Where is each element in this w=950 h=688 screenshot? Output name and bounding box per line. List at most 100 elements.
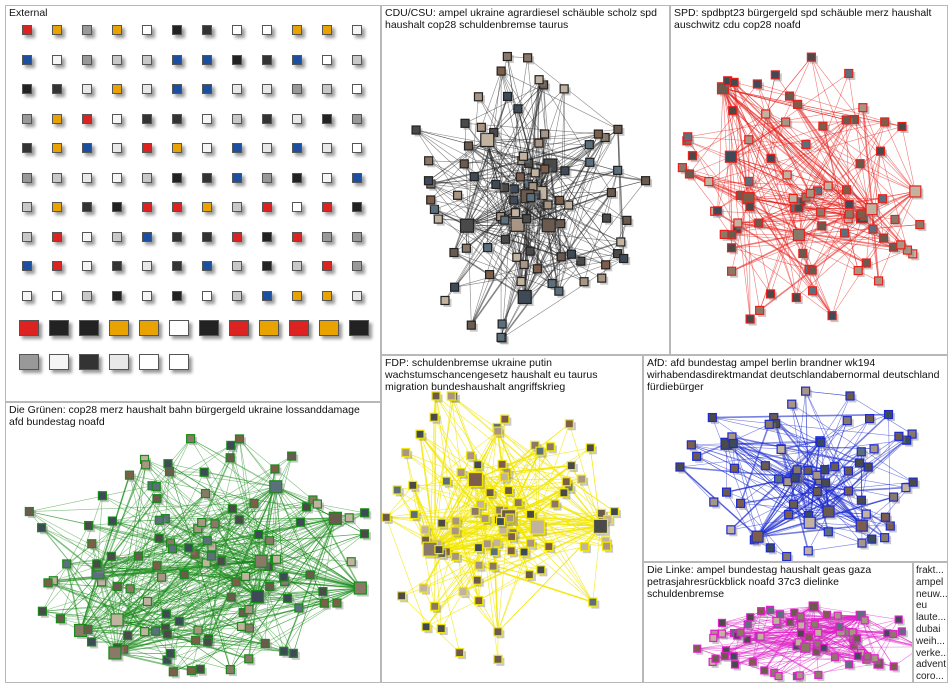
network-node[interactable] xyxy=(518,151,529,161)
network-node[interactable] xyxy=(270,464,280,474)
network-node[interactable] xyxy=(868,224,878,234)
network-node[interactable] xyxy=(907,429,917,439)
network-node[interactable] xyxy=(392,485,402,495)
external-node[interactable] xyxy=(22,113,32,124)
network-node[interactable] xyxy=(686,440,696,450)
network-node[interactable] xyxy=(83,624,93,635)
network-node[interactable] xyxy=(244,654,254,664)
network-node[interactable] xyxy=(885,521,895,531)
network-node[interactable] xyxy=(724,150,738,163)
external-node[interactable] xyxy=(172,25,182,35)
external-node[interactable] xyxy=(22,25,32,35)
network-node[interactable] xyxy=(530,440,540,450)
external-node[interactable] xyxy=(352,231,362,242)
external-node[interactable] xyxy=(52,54,62,65)
network-node[interactable] xyxy=(411,125,421,135)
network-node[interactable] xyxy=(830,653,840,662)
external-node[interactable] xyxy=(232,202,242,212)
network-node[interactable] xyxy=(752,79,762,89)
network-node[interactable] xyxy=(430,601,440,611)
network-node[interactable] xyxy=(822,610,832,619)
network-node[interactable] xyxy=(456,467,466,478)
network-node[interactable] xyxy=(908,477,918,487)
network-node[interactable] xyxy=(529,519,545,535)
network-node[interactable] xyxy=(890,214,900,225)
network-node[interactable] xyxy=(151,626,161,636)
network-node[interactable] xyxy=(736,628,745,637)
network-node[interactable] xyxy=(803,546,813,556)
network-node[interactable] xyxy=(429,204,440,215)
external-node[interactable] xyxy=(322,113,332,124)
external-node[interactable] xyxy=(292,261,302,271)
external-node[interactable] xyxy=(112,84,122,94)
network-node[interactable] xyxy=(744,176,754,186)
external-node[interactable] xyxy=(202,231,212,242)
network-node[interactable] xyxy=(426,195,436,205)
external-node[interactable] xyxy=(172,202,182,212)
network-node[interactable] xyxy=(564,200,574,210)
network-node[interactable] xyxy=(743,620,752,629)
network-node[interactable] xyxy=(174,616,184,626)
network-node[interactable] xyxy=(576,256,586,266)
network-node[interactable] xyxy=(770,70,780,80)
network-node[interactable] xyxy=(491,179,501,190)
network-node[interactable] xyxy=(760,666,769,675)
external-node[interactable] xyxy=(352,113,362,124)
external-node[interactable] xyxy=(52,172,62,183)
network-node[interactable] xyxy=(772,616,781,626)
network-node[interactable] xyxy=(397,591,407,601)
external-node[interactable] xyxy=(292,143,302,153)
network-node[interactable] xyxy=(844,199,854,209)
network-node[interactable] xyxy=(863,462,873,472)
external-node[interactable] xyxy=(112,172,122,183)
external-node[interactable] xyxy=(352,143,362,153)
network-node[interactable] xyxy=(151,481,161,492)
network-node[interactable] xyxy=(856,209,867,219)
external-node[interactable] xyxy=(52,261,62,271)
external-node[interactable] xyxy=(232,54,242,65)
network-node[interactable] xyxy=(287,451,297,461)
external-node[interactable] xyxy=(82,261,92,271)
group-panel-words[interactable]: frakt... ampel neuw... eu laute... dubai… xyxy=(913,562,948,683)
network-node[interactable] xyxy=(692,451,702,461)
network-node[interactable] xyxy=(609,507,620,517)
network-node[interactable] xyxy=(782,551,792,561)
network-node[interactable] xyxy=(312,499,323,509)
network-node[interactable] xyxy=(164,467,175,477)
network-node[interactable] xyxy=(244,623,254,633)
external-node[interactable] xyxy=(262,54,272,65)
external-node[interactable] xyxy=(232,231,242,242)
network-node[interactable] xyxy=(544,541,554,552)
network-node[interactable] xyxy=(476,122,486,132)
external-node[interactable] xyxy=(82,202,92,212)
network-node[interactable] xyxy=(545,442,555,452)
network-node[interactable] xyxy=(879,233,889,243)
network-node[interactable] xyxy=(564,419,574,429)
network-node[interactable] xyxy=(184,543,194,553)
external-node[interactable] xyxy=(172,84,182,94)
network-node[interactable] xyxy=(92,559,102,569)
network-node[interactable] xyxy=(480,132,495,148)
external-node[interactable] xyxy=(319,320,339,336)
network-node[interactable] xyxy=(496,332,506,342)
external-node[interactable] xyxy=(172,172,182,183)
network-node[interactable] xyxy=(745,202,755,212)
network-node[interactable] xyxy=(240,571,251,581)
network-node[interactable] xyxy=(515,172,525,182)
network-node[interactable] xyxy=(423,176,434,186)
network-node[interactable] xyxy=(420,525,430,535)
network-node[interactable] xyxy=(163,459,173,469)
network-node[interactable] xyxy=(550,499,560,509)
network-node[interactable] xyxy=(754,218,764,228)
network-node[interactable] xyxy=(878,194,888,204)
external-node[interactable] xyxy=(82,113,92,124)
network-node[interactable] xyxy=(43,578,53,588)
network-node[interactable] xyxy=(819,643,828,652)
external-node[interactable] xyxy=(202,143,212,153)
external-node[interactable] xyxy=(232,113,242,124)
network-node[interactable] xyxy=(210,519,220,529)
network-node[interactable] xyxy=(833,611,842,620)
network-node[interactable] xyxy=(409,509,419,520)
network-node[interactable] xyxy=(123,630,133,641)
external-node[interactable] xyxy=(292,290,302,301)
